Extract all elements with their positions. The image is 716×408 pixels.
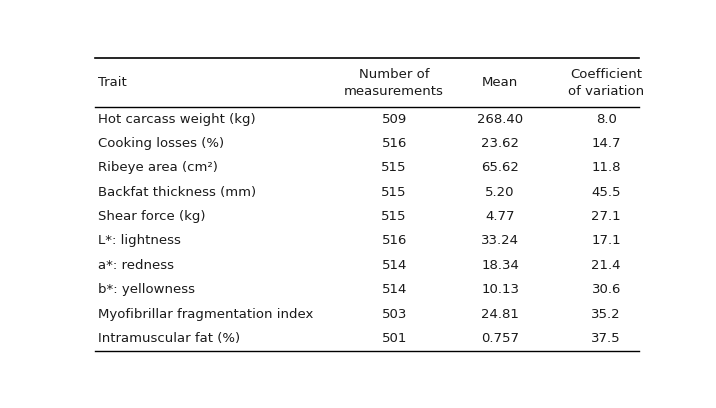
Text: 11.8: 11.8 [591, 162, 621, 175]
Text: 516: 516 [382, 137, 407, 150]
Text: 10.13: 10.13 [481, 283, 519, 296]
Text: L*: lightness: L*: lightness [98, 235, 180, 248]
Text: 17.1: 17.1 [591, 235, 621, 248]
Text: 515: 515 [382, 162, 407, 175]
Text: 509: 509 [382, 113, 407, 126]
Text: 23.62: 23.62 [481, 137, 519, 150]
Text: 515: 515 [382, 186, 407, 199]
Text: Hot carcass weight (kg): Hot carcass weight (kg) [98, 113, 256, 126]
Text: Number of
measurements: Number of measurements [344, 68, 444, 98]
Text: Mean: Mean [482, 76, 518, 89]
Text: 4.77: 4.77 [485, 210, 515, 223]
Text: 268.40: 268.40 [477, 113, 523, 126]
Text: Ribeye area (cm²): Ribeye area (cm²) [98, 162, 218, 175]
Text: 514: 514 [382, 283, 407, 296]
Text: 5.20: 5.20 [485, 186, 515, 199]
Text: b*: yellowness: b*: yellowness [98, 283, 195, 296]
Text: 515: 515 [382, 210, 407, 223]
Text: 30.6: 30.6 [591, 283, 621, 296]
Text: Cooking losses (%): Cooking losses (%) [98, 137, 224, 150]
Text: Backfat thickness (mm): Backfat thickness (mm) [98, 186, 256, 199]
Text: Myofibrillar fragmentation index: Myofibrillar fragmentation index [98, 308, 313, 321]
Text: Coefficient
of variation: Coefficient of variation [569, 68, 644, 98]
Text: 27.1: 27.1 [591, 210, 621, 223]
Text: 37.5: 37.5 [591, 332, 621, 345]
Text: 18.34: 18.34 [481, 259, 519, 272]
Text: 45.5: 45.5 [591, 186, 621, 199]
Text: 0.757: 0.757 [481, 332, 519, 345]
Text: 8.0: 8.0 [596, 113, 616, 126]
Text: 35.2: 35.2 [591, 308, 621, 321]
Text: 501: 501 [382, 332, 407, 345]
Text: 503: 503 [382, 308, 407, 321]
Text: Trait: Trait [98, 76, 127, 89]
Text: Intramuscular fat (%): Intramuscular fat (%) [98, 332, 240, 345]
Text: Shear force (kg): Shear force (kg) [98, 210, 205, 223]
Text: 33.24: 33.24 [481, 235, 519, 248]
Text: a*: redness: a*: redness [98, 259, 174, 272]
Text: 14.7: 14.7 [591, 137, 621, 150]
Text: 65.62: 65.62 [481, 162, 519, 175]
Text: 21.4: 21.4 [591, 259, 621, 272]
Text: 514: 514 [382, 259, 407, 272]
Text: 24.81: 24.81 [481, 308, 519, 321]
Text: 516: 516 [382, 235, 407, 248]
